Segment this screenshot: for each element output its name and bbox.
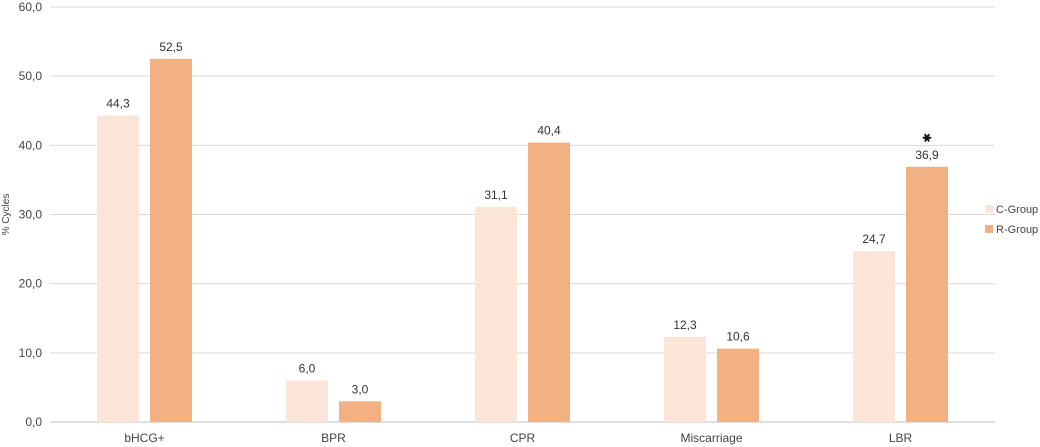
x-axis-ticks: bHCG+ BPR CPR Miscarriage LBR [124, 431, 912, 445]
asterisk-stroke [924, 133, 930, 142]
data-label: 6,0 [299, 362, 316, 376]
y-tick-label: 50,0 [19, 69, 43, 83]
bars [97, 58, 948, 423]
legend-label-c-group: C-Group [996, 204, 1038, 216]
bar-c-group-bhcg [97, 115, 139, 422]
legend: C-Group R-Group [985, 204, 1038, 236]
y-tick-label: 30,0 [19, 208, 43, 222]
y-axis-ticks: 0,0 10,0 20,0 30,0 40,0 50,0 60,0 [19, 0, 43, 429]
y-tick-label: 10,0 [19, 346, 43, 360]
y-tick-label: 20,0 [19, 277, 43, 291]
bar-r-group-bpr [339, 401, 381, 422]
bar-c-group-miscarriage [664, 336, 706, 422]
y-tick-label: 0,0 [25, 415, 42, 429]
bar-r-group-lbr [906, 166, 948, 422]
data-label: 36,9 [915, 148, 939, 162]
legend-swatch-c-group [985, 205, 993, 213]
data-label: 24,7 [862, 232, 886, 246]
bar-r-group-bhcg [150, 58, 192, 422]
data-label: 12,3 [673, 318, 697, 332]
data-label: 40,4 [537, 124, 561, 138]
data-label: 52,5 [159, 40, 183, 54]
annotations [922, 133, 932, 142]
x-tick-label: Miscarriage [680, 431, 742, 445]
x-tick-label: BPR [321, 431, 346, 445]
gridlines [50, 6, 995, 423]
data-label: 31,1 [484, 188, 508, 202]
bar-r-group-cpr [528, 142, 570, 423]
data-labels: 44,3 52,5 6,0 3,0 31,1 40,4 12,3 10,6 24,7 36,9 [106, 40, 939, 396]
y-tick-label: 60,0 [19, 0, 43, 14]
x-tick-label: LBR [889, 431, 913, 445]
significance-asterisk-icon [922, 133, 932, 142]
x-tick-label: CPR [510, 431, 536, 445]
bar-c-group-lbr [853, 251, 895, 422]
y-axis-label: % Cycles [1, 194, 12, 236]
y-tick-label: 40,0 [19, 138, 43, 152]
data-label: 3,0 [352, 382, 369, 396]
data-label: 10,6 [726, 330, 750, 344]
bar-r-group-miscarriage [717, 348, 759, 422]
x-tick-label: bHCG+ [124, 431, 164, 445]
legend-swatch-r-group [985, 225, 993, 233]
legend-label-r-group: R-Group [996, 224, 1038, 236]
bar-c-group-bpr [286, 380, 328, 422]
data-label: 44,3 [106, 97, 130, 111]
bar-c-group-cpr [475, 206, 517, 422]
